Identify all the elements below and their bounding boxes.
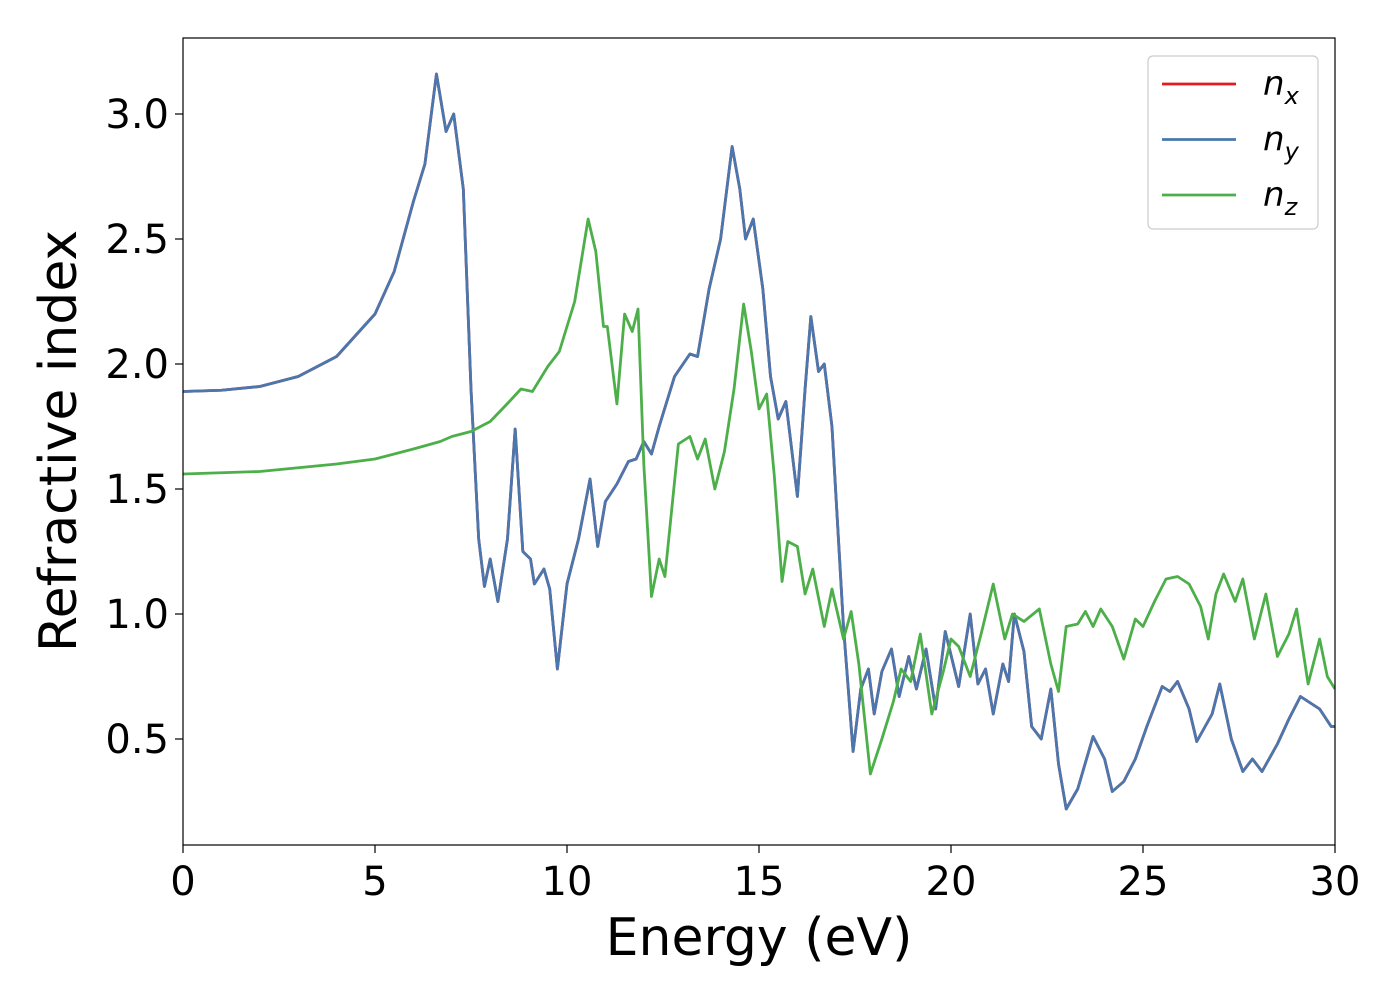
x-tick-label: 15 bbox=[734, 859, 785, 905]
legend-box bbox=[1147, 55, 1319, 230]
y-axis-label: Refractive index bbox=[29, 230, 89, 652]
x-tick-label: 20 bbox=[926, 859, 977, 905]
series-line bbox=[183, 72, 1335, 811]
x-tick-label: 0 bbox=[170, 859, 195, 905]
x-tick-label: 30 bbox=[1310, 859, 1361, 905]
y-tick-label: 3.0 bbox=[105, 92, 169, 138]
y-tick-label: 0.5 bbox=[105, 717, 169, 763]
series-line bbox=[183, 217, 1335, 776]
y-tick-label: 1.0 bbox=[105, 592, 169, 638]
x-tick-label: 25 bbox=[1118, 859, 1169, 905]
x-tick-label: 10 bbox=[542, 859, 593, 905]
x-axis-label: Energy (eV) bbox=[606, 908, 913, 968]
legend-label: ny bbox=[1263, 120, 1300, 166]
y-tick-label: 1.5 bbox=[105, 467, 169, 513]
legend-label: nx bbox=[1263, 64, 1300, 110]
y-tick-label: 2.0 bbox=[105, 342, 169, 388]
y-tick-label: 2.5 bbox=[105, 217, 169, 263]
x-tick-label: 5 bbox=[362, 859, 387, 905]
legend-label: nz bbox=[1263, 175, 1299, 221]
